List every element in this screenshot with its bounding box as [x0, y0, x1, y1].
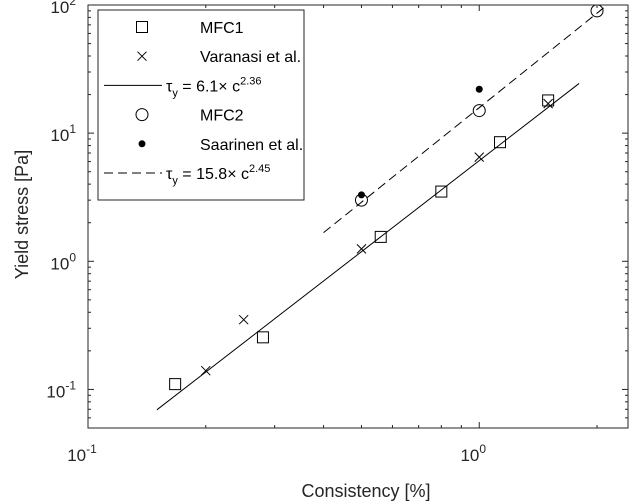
legend-label: τy = 15.8× c2.45 [166, 163, 270, 187]
y-tick-label: 101 [50, 122, 76, 145]
mfc2-point [590, 5, 604, 18]
series-layer [156, 5, 609, 411]
y-tick-label: 100 [50, 250, 76, 273]
y-tick-label: 10-1 [46, 378, 76, 401]
y-axis-title: Yield stress [Pa] [12, 150, 32, 279]
mfc1-point [542, 94, 555, 107]
mfc1-point [374, 230, 387, 243]
legend-label: τy = 6.1× c2.36 [166, 75, 262, 99]
legend-entry: Varanasi et al. [137, 49, 301, 66]
x-tick-label: 100 [460, 442, 486, 465]
legend-marker-square [136, 21, 148, 33]
legend-entry: τy = 15.8× c2.45 [104, 163, 270, 187]
legend: MFC1 Varanasi et al. τy = 6.1× c2.36 MFC2 Sa… [97, 9, 305, 201]
x-tick-label: 10-1 [67, 442, 97, 465]
x-axis-title: Consistency [%] [301, 481, 430, 501]
legend-entry: MFC2 [135, 108, 244, 125]
mfc1-point [256, 331, 269, 344]
varanasi-point [238, 314, 249, 325]
plot-frame [87, 4, 629, 429]
varanasi-point [200, 365, 211, 376]
saarinen-point [357, 191, 365, 199]
fit-line-mfc1 [156, 83, 580, 411]
legend-entry: Saarinen et al. [138, 137, 303, 154]
mfc1-point [169, 378, 182, 391]
varanasi-point [474, 152, 485, 162]
y-tick-label: 102 [50, 0, 76, 17]
mfc1-point [494, 136, 507, 149]
legend-label: Varanasi et al. [200, 49, 301, 66]
ticks-layer: 10-1 100 10-1 100 101 102 [46, 0, 628, 465]
varanasi-point [356, 244, 367, 254]
varanasi-point [543, 98, 553, 109]
mfc2-point [472, 104, 486, 118]
legend-box [97, 9, 305, 201]
legend-entry: MFC1 [136, 20, 244, 37]
legend-entry: τy = 6.1× c2.36 [104, 75, 262, 99]
legend-label: Saarinen et al. [200, 137, 303, 154]
legend-marker-dot [138, 140, 146, 148]
legend-label: MFC1 [200, 20, 244, 37]
saarinen-point [475, 85, 483, 93]
mfc1-point [435, 185, 448, 198]
legend-marker-x [137, 51, 147, 62]
legend-marker-circle [135, 108, 149, 122]
fit-line-mfc2 [323, 5, 609, 234]
legend-label: MFC2 [200, 108, 244, 125]
